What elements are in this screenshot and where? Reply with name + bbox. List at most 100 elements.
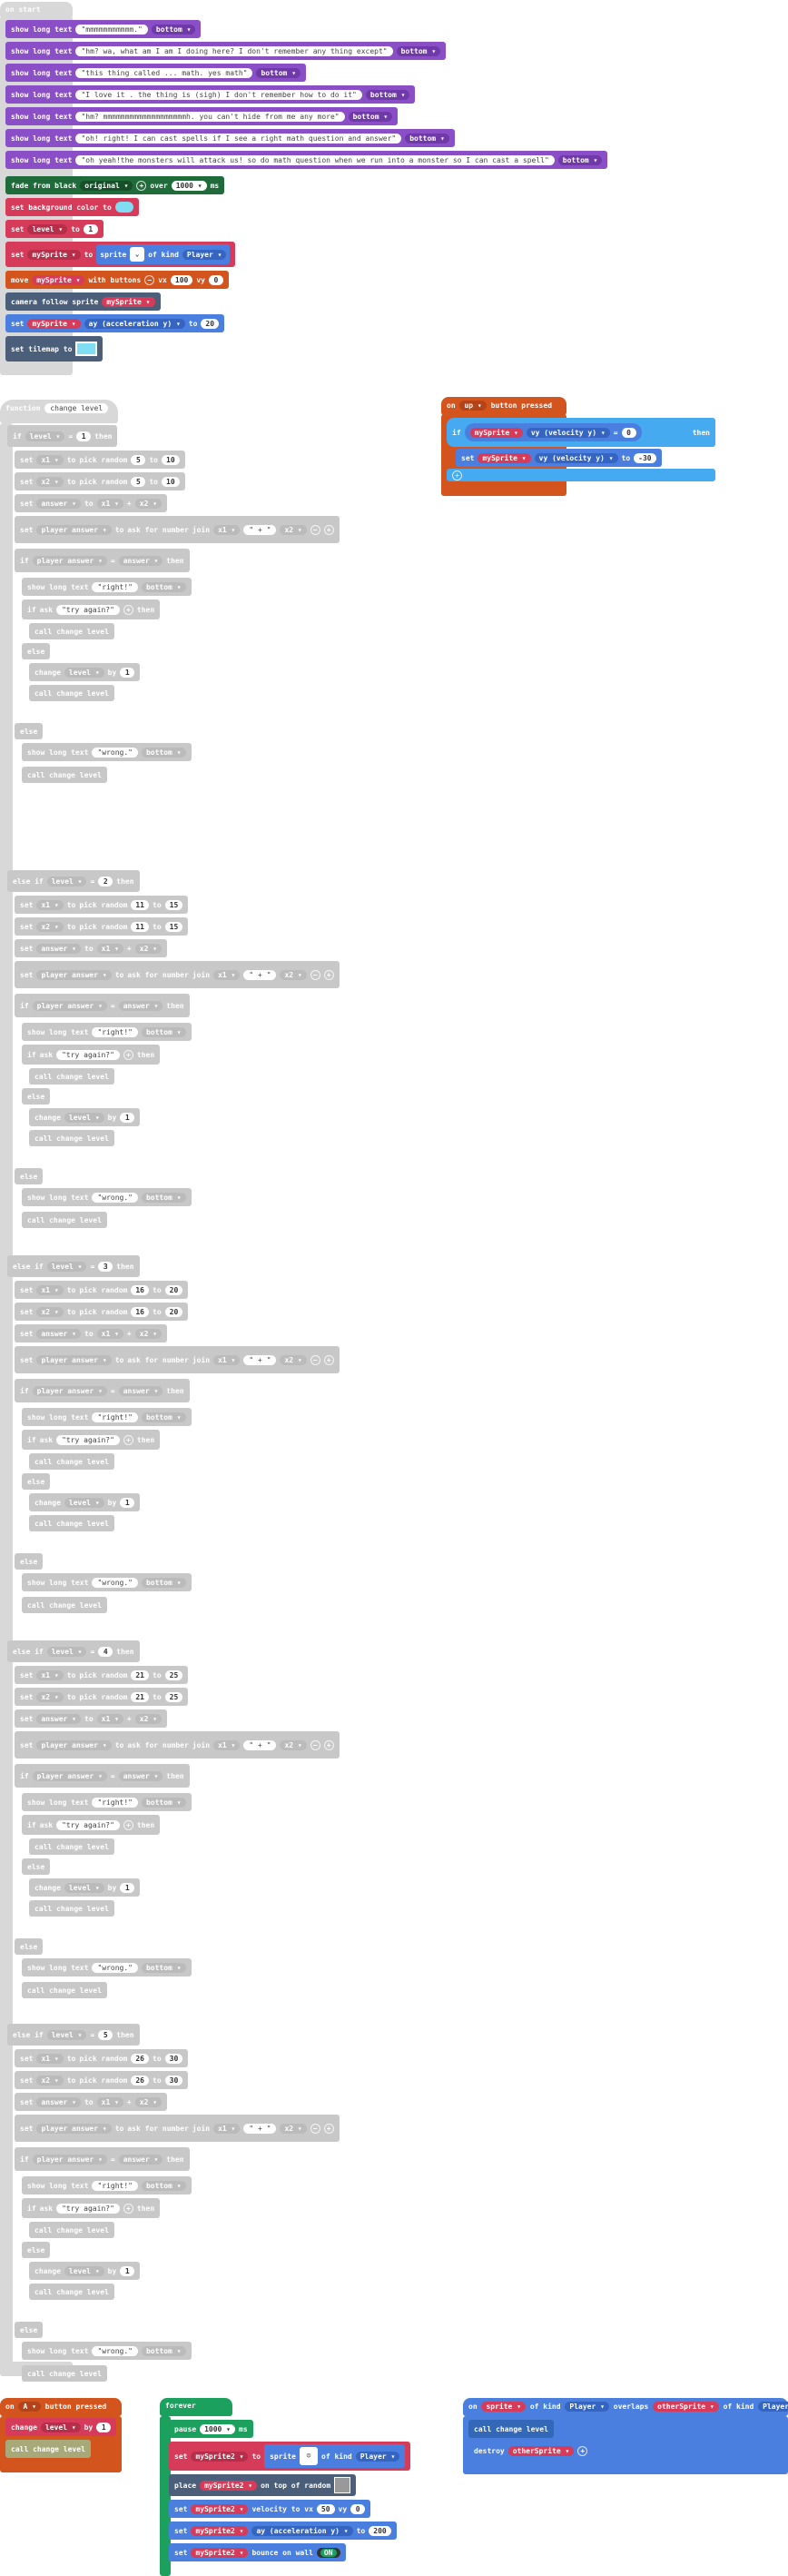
call-change-level[interactable]: call change level bbox=[29, 1900, 114, 1917]
set-answer-block[interactable]: setanswertox1+x2 bbox=[15, 2093, 168, 2111]
overlap-call[interactable]: call change level bbox=[468, 2420, 554, 2438]
show-wrong-block[interactable]: show long text "wrong." bottom bbox=[22, 1188, 192, 1206]
call-change-level[interactable]: call change level bbox=[29, 1453, 114, 1470]
on-up-set[interactable]: set mySprite vy (velocity y) to -30 bbox=[456, 449, 662, 467]
add-icon[interactable]: + bbox=[136, 180, 147, 191]
call-change-level[interactable]: call change level bbox=[29, 623, 114, 639]
call-change-level[interactable]: call change level bbox=[29, 2284, 114, 2300]
else-block[interactable]: else bbox=[15, 723, 44, 739]
bounce-toggle[interactable]: ON bbox=[316, 2547, 340, 2558]
accel-var-dropdown[interactable]: mySprite bbox=[27, 318, 81, 329]
kind-dropdown[interactable]: Player bbox=[182, 249, 227, 260]
velocity-block[interactable]: set mySprite2 velocity to vx 50 vy 0 bbox=[169, 2500, 371, 2518]
on-start-hat[interactable]: on start bbox=[0, 2, 73, 18]
position-dropdown[interactable]: bottom bbox=[256, 67, 301, 78]
pause-input[interactable]: 1000 bbox=[200, 2423, 235, 2434]
call-change-level[interactable]: call change level bbox=[29, 1068, 114, 1085]
long-text-input[interactable]: "hm? wa, what am I am I doing here? I do… bbox=[75, 45, 393, 56]
long-text-input[interactable]: "I love it . the thing is (sigh) I don't… bbox=[75, 89, 362, 100]
else-block[interactable]: else bbox=[22, 1858, 51, 1875]
long-text-input[interactable]: "oh! right! I can cast spells if I see a… bbox=[75, 133, 402, 144]
call-change-level[interactable]: call change level bbox=[29, 2222, 114, 2238]
long-text-input[interactable]: "this thing called ... math. yes math" bbox=[75, 67, 253, 78]
accel2-block[interactable]: set mySprite2 ay (acceleration y) to 200 bbox=[169, 2522, 397, 2540]
position-dropdown[interactable]: bottom bbox=[365, 89, 410, 100]
change-level-block[interactable]: changelevelby1 bbox=[29, 1493, 141, 1511]
bounce-block[interactable]: set mySprite2 bounce on wall ON bbox=[169, 2543, 346, 2561]
show-wrong-block[interactable]: show long text "wrong." bottom bbox=[22, 1958, 192, 1977]
show-wrong-block[interactable]: show long text "wrong." bottom bbox=[22, 1573, 192, 1591]
show-long-text-block[interactable]: show long text "hm? mmmmmmmmmmmmmmmmmmmh.… bbox=[5, 107, 399, 125]
set-answer-block[interactable]: setanswertox1+x2 bbox=[15, 1709, 168, 1728]
on-up-if[interactable]: if mySprite vy (velocity y) = 0 then bbox=[447, 418, 715, 447]
move-var-dropdown[interactable]: mySprite bbox=[32, 274, 85, 285]
fade-to-dropdown[interactable]: original bbox=[80, 180, 133, 191]
accel-value-input[interactable]: 20 bbox=[201, 318, 220, 329]
show-long-text-block[interactable]: show long text "this thing called ... mat… bbox=[5, 64, 307, 82]
pause-block[interactable]: pause 1000 ms bbox=[169, 2420, 253, 2438]
ask-try-again-block[interactable]: if ask "try again?" + then bbox=[22, 1430, 161, 1450]
call-change-level[interactable]: call change level bbox=[22, 767, 107, 783]
call-change-level[interactable]: call change level bbox=[29, 1130, 114, 1146]
function-hat[interactable]: function change level bbox=[0, 400, 118, 423]
vy-input[interactable]: 0 bbox=[208, 274, 223, 285]
move-block[interactable]: move mySprite with buttons − vx 100 vy 0 bbox=[5, 271, 229, 289]
show-right-block[interactable]: show long text "right!" bottom bbox=[22, 1023, 192, 1041]
long-text-input[interactable]: "oh yeah!the monsters will attack us! so… bbox=[75, 154, 555, 165]
change-level-block[interactable]: changelevelby1 bbox=[29, 2262, 141, 2280]
sprite2-create[interactable]: sprite ☺ of kind Player bbox=[264, 2444, 406, 2468]
overlap-hat[interactable]: on sprite of kind Player overlaps otherS… bbox=[463, 2398, 788, 2416]
show-long-text-block[interactable]: show long text "hm? wa, what am I am I do… bbox=[5, 42, 447, 60]
set-answer-block[interactable]: setanswertox1+x2 bbox=[15, 494, 168, 512]
level-value-input[interactable]: 1 bbox=[83, 223, 98, 234]
on-a-change[interactable]: change level by 1 bbox=[5, 2418, 117, 2436]
position-dropdown[interactable]: bottom bbox=[396, 45, 441, 56]
on-up-hat[interactable]: on up button pressed bbox=[441, 397, 566, 415]
set-answer-block[interactable]: setanswertox1+x2 bbox=[15, 1324, 168, 1342]
fade-block[interactable]: fade from black original + over 1000 ms bbox=[5, 176, 225, 194]
sprite-var-dropdown[interactable]: mySprite bbox=[27, 249, 81, 260]
sprite-create[interactable]: sprite ⌄ of kind Player bbox=[96, 244, 231, 264]
show-wrong-block[interactable]: show long text "wrong." bottom bbox=[22, 2342, 192, 2360]
call-change-level[interactable]: call change level bbox=[29, 685, 114, 701]
on-a-call[interactable]: call change level bbox=[5, 2440, 91, 2458]
else-block[interactable]: else bbox=[15, 1168, 44, 1184]
fade-ms-input[interactable]: 1000 bbox=[171, 180, 207, 191]
tile-grid-icon[interactable] bbox=[334, 2477, 351, 2493]
set-sprite-block[interactable]: set mySprite to sprite ⌄ of kind Player bbox=[5, 242, 236, 267]
add-icon[interactable]: + bbox=[577, 2445, 588, 2456]
call-change-level[interactable]: call change level bbox=[29, 1838, 114, 1855]
a-button-dropdown[interactable]: A bbox=[18, 2402, 41, 2412]
show-right-block[interactable]: show long text "right!" bottom bbox=[22, 578, 192, 596]
destroy-block[interactable]: destroy otherSprite + bbox=[468, 2442, 594, 2460]
show-right-block[interactable]: show long text "right!" bottom bbox=[22, 1408, 192, 1426]
camera-var-dropdown[interactable]: mySprite bbox=[102, 296, 155, 307]
tilemap-thumb-icon[interactable] bbox=[75, 342, 98, 356]
vy-compare[interactable]: mySprite vy (velocity y) = 0 bbox=[464, 423, 642, 441]
set-sprite2-block[interactable]: set mySprite2 to sprite ☺ of kind Player bbox=[169, 2442, 411, 2471]
set-vy-value[interactable]: -30 bbox=[634, 452, 656, 463]
ask-try-again-block[interactable]: if ask "try again?" + then bbox=[22, 1815, 161, 1835]
call-change-level[interactable]: call change level bbox=[22, 1982, 107, 1998]
call-change-level[interactable]: call change level bbox=[29, 1515, 114, 1531]
place-block[interactable]: place mySprite2 on top of random bbox=[169, 2474, 357, 2496]
set-bg-color[interactable]: set background color to bbox=[5, 198, 139, 216]
